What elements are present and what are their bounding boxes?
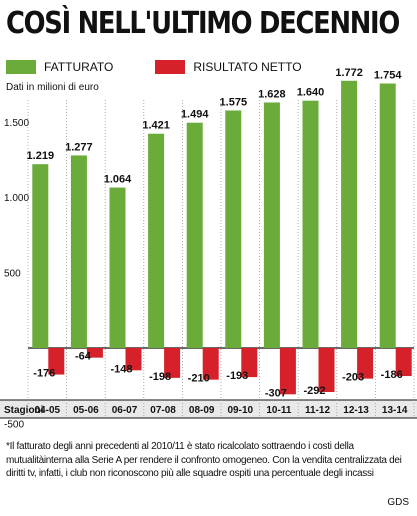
label-fatturato: 1.754 — [374, 69, 402, 81]
bar-fatturato — [70, 155, 87, 348]
bar-fatturato — [148, 133, 165, 348]
bar-chart: Stagioni -500 500 1.000 1.500 1.219 -176 04-05 1… — [0, 67, 417, 430]
category-label: 04-05 — [35, 405, 61, 416]
category-label: 09-10 — [228, 405, 254, 416]
label-fatturato: 1.494 — [181, 109, 209, 121]
bar-fatturato — [186, 122, 203, 348]
label-fatturato: 1.277 — [65, 141, 93, 153]
category-label: 08-09 — [189, 405, 215, 416]
bar-risultato-netto — [279, 348, 296, 395]
label-risultato-netto: -64 — [75, 351, 92, 363]
legend-swatch-risultato-netto — [155, 60, 186, 74]
label-fatturato: 1.575 — [220, 96, 248, 108]
bar-risultato-netto — [202, 348, 219, 380]
y-tick-label: -500 — [4, 419, 24, 430]
bar-fatturato — [341, 80, 358, 348]
bar-fatturato — [302, 100, 319, 348]
y-tick-label: 500 — [4, 269, 21, 280]
source-credit: GDS — [387, 497, 409, 508]
x-axis-band — [0, 400, 417, 418]
footnote: *Il fatturato degli anni precedenti al 2… — [6, 441, 402, 479]
label-risultato-netto: -292 — [303, 385, 325, 397]
bar-risultato-netto — [125, 348, 142, 371]
label-risultato-netto: -186 — [381, 369, 403, 381]
bar-risultato-netto — [318, 348, 335, 393]
label-risultato-netto: -198 — [149, 371, 171, 383]
bar-risultato-netto — [357, 348, 374, 379]
bar-risultato-netto — [395, 348, 412, 377]
y-tick-label: 1.000 — [4, 193, 29, 204]
label-risultato-netto: -307 — [265, 387, 287, 399]
category-label: 05-06 — [73, 405, 99, 416]
label-risultato-netto: -193 — [226, 370, 248, 382]
chart-title: COSÌ NELL'ULTIMO DECENNIO — [6, 6, 400, 41]
label-risultato-netto: -210 — [188, 373, 210, 385]
bar-risultato-netto — [48, 348, 65, 375]
y-tick-label: 1.500 — [4, 118, 29, 129]
legend-label-risultato-netto: RISULTATO NETTO — [193, 60, 302, 74]
bar-fatturato — [263, 102, 280, 349]
label-fatturato: 1.421 — [142, 120, 170, 132]
label-fatturato: 1.772 — [335, 67, 363, 79]
legend: FATTURATO RISULTATO NETTO — [6, 60, 336, 74]
label-fatturato: 1.219 — [27, 150, 55, 162]
legend-swatch-fatturato — [6, 60, 36, 74]
category-label: 13-14 — [382, 405, 408, 416]
category-label: 07-08 — [150, 405, 176, 416]
bar-risultato-netto — [241, 348, 258, 378]
label-fatturato: 1.064 — [104, 174, 132, 186]
bar-fatturato — [379, 83, 396, 349]
category-label: 11-12 — [305, 405, 330, 416]
bar-fatturato — [32, 164, 49, 348]
bar-risultato-netto — [164, 348, 181, 378]
label-fatturato: 1.640 — [297, 87, 325, 99]
unit-note: Dati in milioni di euro — [6, 82, 99, 93]
label-fatturato: 1.628 — [258, 88, 286, 100]
bar-risultato-netto — [86, 348, 103, 358]
x-axis-row-label: Stagioni — [4, 405, 44, 416]
category-label: 06-07 — [112, 405, 138, 416]
category-label: 12-13 — [343, 405, 369, 416]
label-risultato-netto: -176 — [33, 368, 55, 380]
legend-label-fatturato: FATTURATO — [44, 60, 114, 74]
bar-fatturato — [109, 187, 126, 348]
category-label: 10-11 — [266, 405, 291, 416]
label-risultato-netto: -203 — [342, 372, 364, 384]
label-risultato-netto: -148 — [110, 363, 132, 375]
bar-fatturato — [225, 110, 242, 349]
